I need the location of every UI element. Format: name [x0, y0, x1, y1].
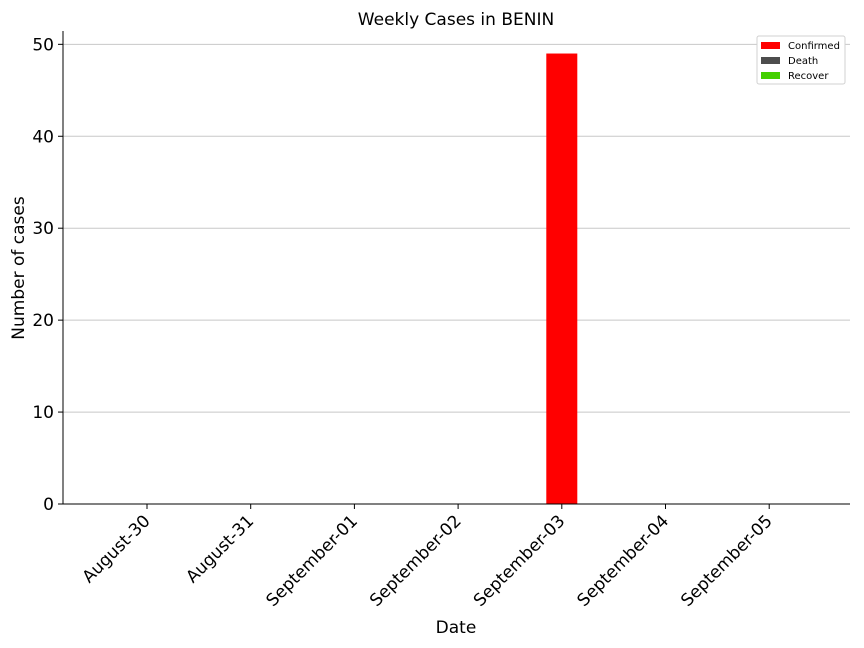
x-tick-label: September-05: [677, 511, 776, 610]
legend-label-recover: Recover: [788, 71, 829, 82]
chart-title: Weekly Cases in BENIN: [358, 10, 554, 30]
legend-swatch-death: [761, 57, 780, 64]
legend-label-confirmed: Confirmed: [788, 41, 840, 52]
bars: [546, 53, 578, 505]
legend-label-death: Death: [788, 56, 818, 67]
legend: Confirmed Death Recover: [756, 35, 846, 85]
y-tick-label: 30: [32, 219, 54, 239]
gridlines: [63, 43, 850, 413]
x-tick-label: September-02: [366, 511, 465, 610]
bar-confirmed-4: [546, 53, 578, 505]
x-tick-label: September-03: [470, 511, 569, 610]
y-tick-label: 20: [32, 311, 54, 331]
x-tick-label: August-30: [79, 511, 155, 587]
x-axis-label: Date: [436, 618, 477, 638]
legend-swatch-confirmed: [761, 42, 780, 49]
x-tick-label: September-01: [262, 511, 361, 610]
legend-swatch-recover: [761, 72, 780, 79]
y-tick-label: 10: [32, 403, 54, 423]
x-tick-label: August-31: [182, 511, 258, 587]
x-tick-label: September-04: [574, 511, 673, 610]
y-tick-label: 40: [32, 127, 54, 147]
y-tick-label: 50: [32, 35, 54, 55]
y-axis-label: Number of cases: [9, 196, 29, 340]
y-tick-label: 0: [43, 495, 54, 515]
